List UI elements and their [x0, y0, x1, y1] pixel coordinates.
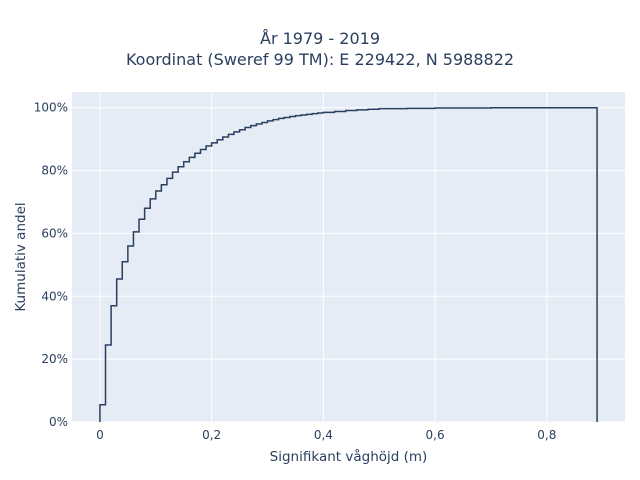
- x-axis-ticks: 0 0,2 0,4 0,6 0,8: [96, 428, 556, 442]
- x-tick-label: 0,6: [426, 428, 445, 442]
- y-tick-label: 60%: [41, 226, 68, 240]
- x-tick-label: 0,2: [202, 428, 221, 442]
- x-tick-label: 0,8: [537, 428, 556, 442]
- plot-area: [72, 92, 625, 422]
- cdf-series-line: [99, 106, 598, 422]
- grid-lines: [72, 92, 625, 423]
- y-tick-label: 40%: [41, 289, 68, 303]
- x-axis-label: Signifikant våghöjd (m): [270, 448, 428, 465]
- y-tick-label: 20%: [41, 352, 68, 366]
- chart-title-line2: Koordinat (Sweref 99 TM): E 229422, N 59…: [125, 50, 515, 69]
- y-tick-label: 0%: [49, 415, 68, 429]
- x-tick-label: 0: [96, 428, 104, 442]
- chart-title-line1: År 1979 - 2019: [260, 29, 380, 48]
- y-axis-ticks: 0% 20% 40% 60% 80% 100%: [34, 101, 68, 429]
- y-tick-label: 100%: [34, 101, 68, 115]
- x-tick-label: 0,4: [314, 428, 333, 442]
- y-tick-label: 80%: [41, 164, 68, 178]
- series-group: [99, 106, 598, 422]
- y-axis-label: Kumulativ andel: [13, 202, 29, 311]
